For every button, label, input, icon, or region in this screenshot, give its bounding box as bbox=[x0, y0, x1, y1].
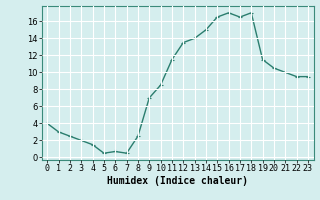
X-axis label: Humidex (Indice chaleur): Humidex (Indice chaleur) bbox=[107, 176, 248, 186]
